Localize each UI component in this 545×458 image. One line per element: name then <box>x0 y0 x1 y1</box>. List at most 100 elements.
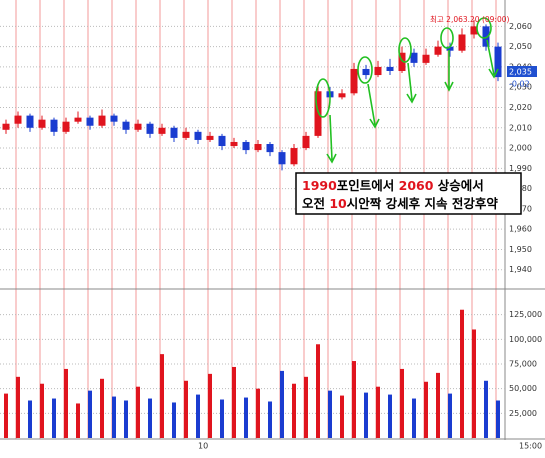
volume-bar <box>160 354 164 438</box>
candle-body <box>494 46 502 78</box>
volume-bar <box>232 366 236 438</box>
volume-bar <box>88 390 92 438</box>
candle-body <box>434 46 442 55</box>
candle-body <box>86 117 94 126</box>
volume-bar <box>484 380 488 438</box>
volume-bar <box>472 329 476 438</box>
last-change: -0.02 <box>509 80 530 89</box>
volume-bar <box>388 394 392 438</box>
candle-body <box>314 91 322 136</box>
volume-bar <box>184 380 188 438</box>
candle-body <box>134 123 142 130</box>
volume-bar <box>172 402 176 438</box>
circle <box>315 78 331 118</box>
candle-body <box>218 135 226 147</box>
circle <box>398 37 412 63</box>
session-lines <box>15 0 497 439</box>
y-tick-label: 2,060 <box>509 22 532 31</box>
volume-bar <box>268 401 272 438</box>
candle-body <box>386 66 394 71</box>
y-tick-label: 2,000 <box>509 144 532 153</box>
volume-bar <box>112 396 116 438</box>
annotation-box <box>295 172 522 215</box>
volume-bar <box>124 400 128 438</box>
candle-body <box>122 121 130 130</box>
volume-bar <box>220 399 224 438</box>
volume-bar <box>496 400 500 438</box>
candle-body <box>410 52 418 63</box>
candle-body <box>194 131 202 140</box>
volume-bar <box>376 386 380 438</box>
candle-body <box>158 127 166 134</box>
candle-body <box>242 141 250 151</box>
candle-body <box>50 119 58 132</box>
volume-bar <box>292 383 296 438</box>
y-tick-label: 2,010 <box>509 123 532 132</box>
volume-bar <box>424 381 428 438</box>
candle-body <box>362 68 370 76</box>
candle-body <box>62 121 70 132</box>
candle-body <box>470 26 478 35</box>
candle-body <box>254 144 262 151</box>
annotations <box>315 17 499 164</box>
candle-body <box>98 115 106 126</box>
circle <box>476 17 492 39</box>
volume-bar <box>352 361 356 438</box>
circle <box>440 27 454 49</box>
candle-body <box>422 54 430 63</box>
candle-body <box>38 119 46 128</box>
volume-bar <box>448 393 452 438</box>
volume-bar <box>340 395 344 438</box>
candle-body <box>2 123 10 130</box>
volume-bar <box>148 398 152 438</box>
candle-body <box>350 68 358 94</box>
note-number: 1990 <box>302 178 337 193</box>
note-text: 오전 <box>302 196 329 211</box>
annotation-line: 오전 10시안짝 강세후 지속 전강후약 <box>302 196 498 211</box>
candle-body <box>74 117 82 122</box>
candle-body <box>374 66 382 76</box>
volume-bar <box>328 390 332 438</box>
volume-bar <box>64 368 68 438</box>
volume-bar <box>136 386 140 438</box>
y-tick-label: 1,950 <box>509 245 532 254</box>
candle-body <box>266 144 274 153</box>
candle-body <box>14 115 22 124</box>
y-tick-label: 1,940 <box>509 265 532 274</box>
arrow <box>406 62 417 104</box>
candle-body <box>170 127 178 138</box>
y-tick-label: 100,000 <box>509 335 542 344</box>
volume-bar <box>16 376 20 438</box>
y-tick-label: 1,960 <box>509 225 532 234</box>
arrow <box>367 83 380 129</box>
candle-body <box>206 135 214 140</box>
volume-bar <box>4 393 8 438</box>
candle-body <box>482 26 490 47</box>
y-tick-label: 2,050 <box>509 42 532 51</box>
candle-body <box>446 46 454 51</box>
last-price: 2,035 <box>509 68 532 77</box>
volume-bar <box>412 398 416 438</box>
arrow <box>486 39 499 79</box>
arrow <box>326 114 337 164</box>
volume-bar <box>208 373 212 438</box>
time-label: 10 <box>198 442 208 451</box>
candle-body <box>110 115 118 122</box>
note-text: 상승에서 <box>433 178 483 193</box>
volume-bar <box>196 394 200 438</box>
candle-body <box>182 131 190 138</box>
y-tick-label: 125,000 <box>509 310 542 319</box>
volume-bar <box>76 403 80 438</box>
volume-bar <box>364 392 368 438</box>
volume-bar <box>244 397 248 438</box>
candle-body <box>230 141 238 147</box>
volume-bar <box>436 372 440 438</box>
candle-body <box>398 52 406 71</box>
volume-bar <box>52 398 56 438</box>
y-tick-label: 50,000 <box>509 384 537 393</box>
volume-bar <box>40 383 44 438</box>
note-text: 시안짝 강세후 지속 전강후약 <box>347 196 499 211</box>
y-tick-label: 2,020 <box>509 103 532 112</box>
volume-bar <box>280 370 284 438</box>
